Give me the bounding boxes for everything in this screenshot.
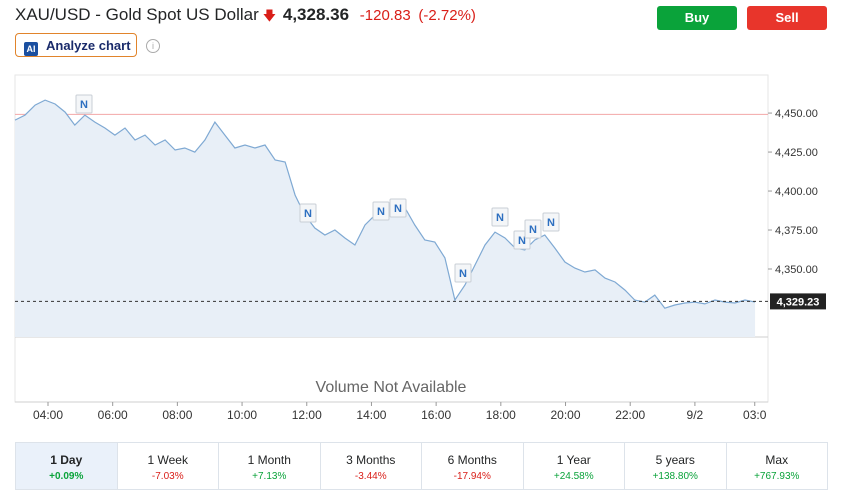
last-price: 4,328.36 [282, 5, 350, 24]
news-marker-label: N [459, 268, 467, 280]
news-marker-label: N [80, 99, 88, 111]
y-tick-label: 4,350.00 [775, 264, 818, 276]
period-tab[interactable]: 3 Months -3.44% [321, 443, 422, 489]
news-marker-label: N [304, 208, 312, 220]
tab-label: 6 Months [447, 453, 497, 467]
news-marker [454, 263, 472, 283]
y-tick-label: 4,450.00 [775, 108, 818, 120]
quote-header: XAU/USD - Gold Spot US Dollar 🡇 4,328.36 … [15, 5, 476, 29]
current-price-box [770, 293, 826, 310]
x-tick-label: 9/2 [687, 408, 704, 422]
tab-label: 1 Week [147, 453, 188, 467]
news-marker [299, 203, 317, 223]
period-tab[interactable]: 1 Year +24.58% [524, 443, 625, 489]
x-tick-label: 10:00 [227, 408, 257, 422]
y-tick-label: 4,375.00 [775, 225, 818, 237]
x-tick-label: 08:00 [162, 408, 192, 422]
price-change-percent: (-2.72%) [418, 7, 476, 24]
buy-button[interactable]: Buy [657, 6, 737, 30]
x-tick-label: 22:00 [615, 408, 645, 422]
news-marker-label: N [377, 206, 385, 218]
price-change: -120.83 [359, 7, 411, 24]
news-marker [372, 201, 390, 221]
x-tick-label: 14:00 [356, 408, 386, 422]
tab-label: 5 years [655, 453, 695, 467]
y-tick-label: 4,400.00 [775, 186, 818, 198]
period-tab[interactable]: 1 Week -7.03% [118, 443, 219, 489]
analyze-label: Analyze chart [46, 38, 131, 53]
tab-label: Max [765, 453, 789, 467]
period-tab[interactable]: 1 Month +7.13% [219, 443, 321, 489]
x-tick-label: 12:00 [292, 408, 322, 422]
chart: Investing.com4,450.004,425.004,400.004,3… [14, 74, 826, 422]
tab-change: +7.13% [252, 471, 287, 482]
down-arrow: 🡇 [262, 8, 277, 23]
period-tab[interactable]: Max +767.93% [727, 443, 828, 489]
tab-change: +767.93% [754, 471, 800, 482]
tab-change: +24.58% [553, 471, 594, 482]
period-tab[interactable]: 5 years +138.80% [625, 443, 727, 489]
news-marker [75, 94, 93, 114]
analyze-button[interactable]: AI Analyze chart [15, 33, 137, 57]
instrument-title: XAU/USD - Gold Spot US Dollar [15, 5, 259, 24]
news-marker [524, 219, 542, 239]
news-marker-label: N [496, 212, 504, 224]
ai-badge: AI [24, 42, 38, 56]
current-price-label: 4,329.23 [777, 296, 820, 308]
x-tick-label: 18:00 [486, 408, 516, 422]
volume-note: Volume Not Available [316, 379, 467, 396]
tab-change: -17.94% [453, 471, 491, 482]
period-tabs: 1 Day +0.09% 1 Week -7.03% 1 Month +7.13% 3 Mo… [15, 442, 828, 490]
news-marker-label: N [394, 203, 402, 215]
x-tick-label: 20:00 [551, 408, 581, 422]
news-marker-label: N [547, 217, 555, 229]
x-tick-label: 04:00 [33, 408, 63, 422]
tab-label: 3 Months [346, 453, 396, 467]
tab-change: -7.03% [151, 471, 184, 482]
tab-change: -3.44% [354, 471, 387, 482]
tab-label: 1 Year [556, 453, 591, 467]
period-tab[interactable]: 1 Day +0.09% [16, 443, 118, 489]
news-marker-label: N [518, 235, 526, 247]
tab-change: +0.09% [49, 471, 84, 482]
x-tick-label: 16:00 [421, 408, 451, 422]
news-marker [542, 212, 560, 232]
news-marker [491, 207, 509, 227]
x-tick-label: 06:00 [98, 408, 128, 422]
tab-label: 1 Month [247, 453, 291, 467]
news-marker [389, 198, 407, 218]
period-tab[interactable]: 6 Months -17.94% [422, 443, 524, 489]
y-tick-label: 4,425.00 [775, 147, 818, 159]
info-icon[interactable]: i [146, 39, 160, 53]
tab-label: 1 Day [50, 453, 83, 467]
news-marker-label: N [529, 224, 537, 236]
x-tick-label: 03:0 [743, 408, 767, 422]
sell-button[interactable]: Sell [747, 6, 827, 30]
tab-change: +138.80% [652, 471, 698, 482]
